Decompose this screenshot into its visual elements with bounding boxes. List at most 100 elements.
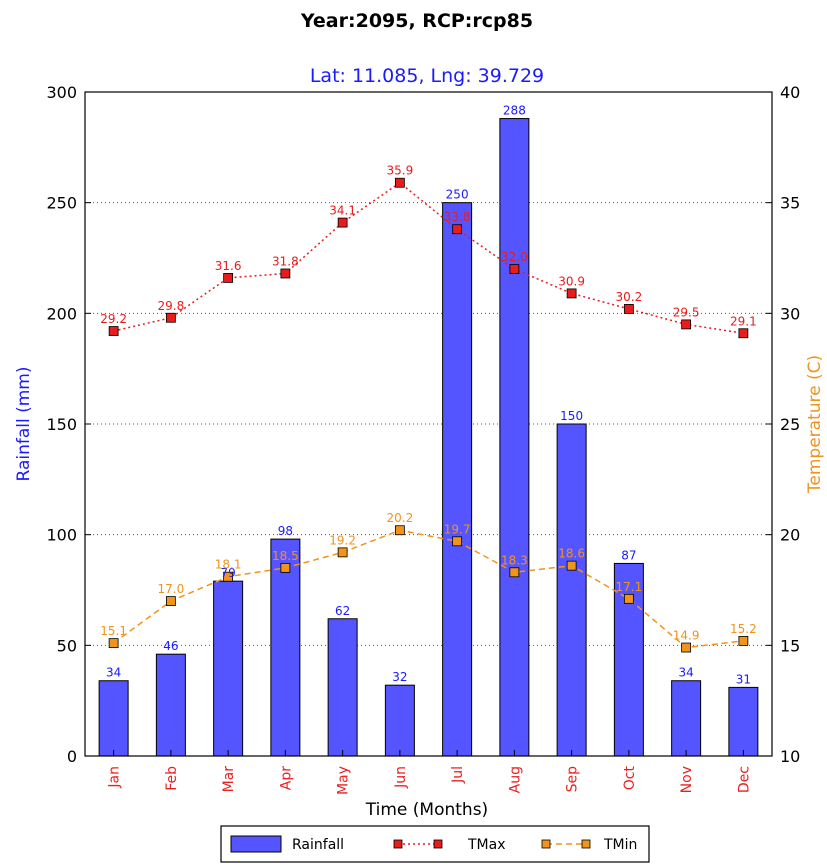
x-tick-label: Jul	[450, 766, 466, 784]
legend-tmax-marker-right	[433, 839, 443, 849]
rainfall-bar	[155, 653, 186, 757]
legend-rainfall-label: Rainfall	[292, 837, 344, 853]
tmax-value-label: 29.1	[730, 314, 757, 328]
rainfall-value-label: 250	[446, 188, 469, 202]
tmax-value-label: 30.2	[616, 290, 643, 304]
x-tick-label: Sep	[565, 766, 581, 793]
rainfall-value-label: 46	[163, 639, 178, 653]
chart-title: Year:2095, RCP:rcp85	[300, 10, 533, 32]
tmin-point	[394, 525, 405, 536]
tmin-value-label: 19.2	[329, 533, 356, 547]
x-axis: Jan Feb Mar Apr May Jun Jul Aug Sep Oct Nov Dec	[107, 750, 752, 795]
rainfall-value-label: 62	[335, 604, 350, 618]
left-y-axis: 0 50 100 150 200 250 300	[46, 83, 91, 766]
x-tick-label: Jan	[107, 766, 123, 789]
tmax-value-label: 35.9	[387, 164, 414, 178]
tmin-point	[280, 562, 291, 573]
rainfall-bar	[327, 618, 358, 757]
y2-tick-label: 40	[780, 83, 800, 102]
tmin-point	[165, 596, 176, 606]
x-axis-label: Time (Months)	[365, 800, 488, 820]
tmax-value-label: 31.6	[215, 259, 242, 273]
y-axis-label: Rainfall (mm)	[14, 367, 34, 482]
x-tick-label: Oct	[622, 766, 638, 791]
tmax-point	[738, 328, 749, 339]
tmax-value-label: 29.5	[673, 305, 700, 319]
tmin-point	[223, 571, 234, 582]
rainfall-bar	[442, 202, 473, 757]
tmin-value-label: 19.7	[444, 522, 471, 536]
legend-tmin-marker-right	[581, 839, 591, 849]
rainfall-value-label: 34	[106, 666, 121, 680]
tmin-value-label: 18.3	[501, 553, 528, 567]
tmax-point	[165, 312, 176, 323]
legend-tmax-label: TMax	[467, 837, 506, 853]
tmax-point	[108, 326, 119, 336]
tmin-point	[337, 547, 348, 558]
x-tick-label: May	[336, 766, 352, 795]
tmax-value-label: 29.8	[158, 299, 185, 313]
tmax-value-label: 34.1	[329, 204, 356, 218]
rainfall-bar	[728, 686, 759, 757]
rainfall-bar	[270, 538, 301, 757]
y2-tick-label: 35	[780, 194, 800, 213]
tmin-point	[509, 567, 520, 578]
y2-tick-label: 20	[780, 526, 800, 545]
rainfall-value-label: 87	[621, 548, 636, 562]
chart-subtitle: Lat: 11.085, Lng: 39.729	[310, 65, 544, 87]
rainfall-bar	[671, 680, 702, 757]
tmin-point	[681, 642, 692, 653]
y-tick-label: 0	[67, 747, 77, 766]
tmin-point	[108, 638, 119, 649]
y2-tick-label: 30	[780, 304, 800, 323]
rainfall-value-label: 34	[678, 666, 693, 680]
tmax-point	[509, 264, 520, 274]
y-tick-label: 300	[46, 83, 77, 102]
right-y-axis: 10 15 20 25 30 35 40	[766, 83, 800, 766]
tmax-point	[394, 177, 405, 188]
tmin-value-label: 20.2	[387, 511, 414, 525]
x-tick-label: Aug	[507, 766, 523, 793]
tmax-point	[681, 319, 692, 330]
tmax-point	[452, 224, 463, 235]
tmax-point	[337, 217, 348, 228]
y2-tick-label: 10	[780, 747, 800, 766]
tmax-point	[623, 304, 634, 314]
y2-axis-label: Temperature (C)	[805, 355, 825, 494]
tmin-value-label: 14.9	[673, 629, 700, 643]
legend-tmax-marker-left	[393, 839, 403, 849]
tmin-line	[113, 529, 744, 649]
y2-tick-label: 25	[780, 415, 800, 434]
x-tick-label: Mar	[221, 766, 237, 793]
rainfall-value-label: 150	[560, 409, 583, 423]
tmin-value-label: 15.2	[730, 622, 757, 636]
tmin-point	[738, 636, 749, 646]
y-tick-label: 150	[46, 415, 77, 434]
rainfall-value-label: 79	[220, 566, 235, 580]
plot-frame	[84, 91, 773, 757]
tmin-value-label: 18.6	[558, 547, 585, 561]
tmax-value-label: 33.8	[444, 210, 471, 224]
tmax-point	[566, 288, 577, 299]
x-tick-label: Jun	[393, 766, 409, 789]
tmin-value-label: 15.1	[100, 624, 127, 638]
tmax-point	[223, 273, 234, 283]
x-tick-label: Nov	[679, 766, 695, 793]
rainfall-value-label: 32	[392, 670, 407, 684]
y-tick-label: 250	[46, 194, 77, 213]
tmin-point	[623, 593, 634, 604]
rainfall-value-label: 288	[503, 104, 526, 118]
legend: Rainfall TMax TMin	[220, 825, 650, 863]
y-tick-label: 200	[46, 304, 77, 323]
data-labels: 34 46 79 98 62 32 250 288 150 87 34 31 29.2 29.8 31.6 3…	[100, 104, 756, 687]
rainfall-value-label: 31	[736, 672, 751, 686]
tmax-value-label: 30.9	[558, 274, 585, 288]
gridlines	[85, 202, 772, 646]
rainfall-bars	[98, 118, 759, 757]
temperature-lines	[108, 177, 749, 653]
y-tick-label: 100	[46, 526, 77, 545]
tmin-value-label: 18.5	[272, 549, 299, 563]
rainfall-bar	[556, 423, 587, 757]
tmax-line	[113, 181, 744, 334]
